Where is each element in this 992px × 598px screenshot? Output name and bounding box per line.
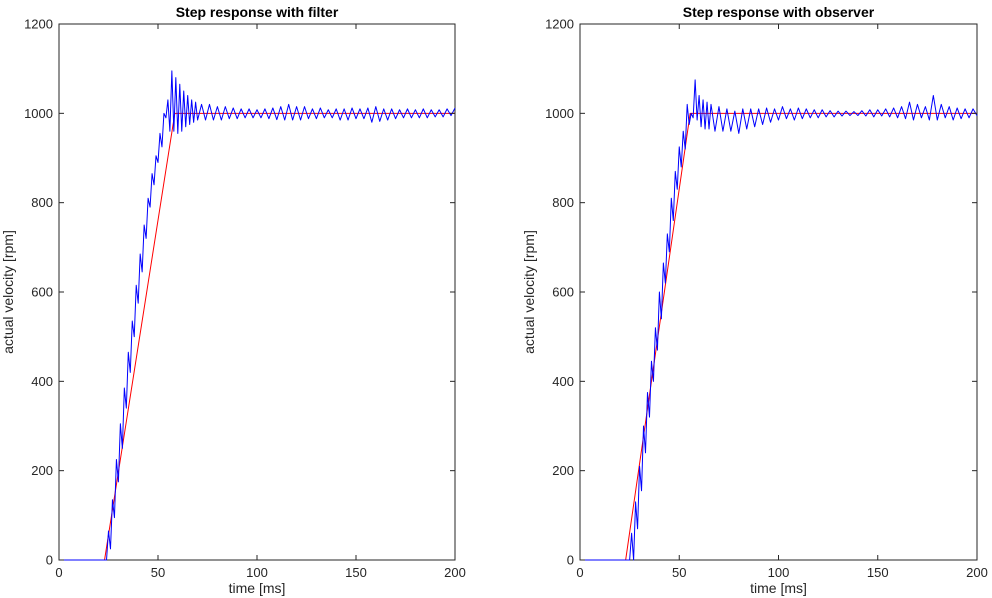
y-tick-label: 600 (552, 285, 574, 300)
y-tick-label: 0 (567, 553, 574, 568)
x-tick-label: 200 (444, 565, 466, 580)
x-tick-label: 50 (151, 565, 165, 580)
y-axis-label: actual velocity [rpm] (521, 230, 537, 354)
chart-panel-2: 0 50 100 150 200 0 200 400 600 800 1000 1200 Step re… (521, 4, 988, 596)
y-tick-label: 1200 (24, 17, 53, 32)
y-tick-label: 400 (31, 374, 53, 389)
x-tick-label: 0 (55, 565, 62, 580)
y-tick-label: 600 (31, 285, 53, 300)
x-tick-label: 100 (768, 565, 790, 580)
y-tick-label: 400 (552, 374, 574, 389)
y-axis-label: actual velocity [rpm] (0, 230, 16, 354)
y-tick-label: 0 (46, 553, 53, 568)
y-tick-label: 1000 (545, 106, 574, 121)
chart-panel-1: 0 50 100 150 200 0 200 400 600 800 1000 1200 Step re… (0, 4, 466, 596)
chart-title: Step response with observer (683, 4, 875, 20)
y-tick-label: 1000 (24, 106, 53, 121)
y-tick-label: 200 (552, 463, 574, 478)
x-axis-label: time [ms] (750, 580, 807, 596)
y-tick-label: 200 (31, 463, 53, 478)
x-tick-label: 200 (966, 565, 988, 580)
response-line (59, 70, 456, 561)
x-tick-label: 100 (246, 565, 268, 580)
y-tick-label: 800 (31, 195, 53, 210)
chart-title: Step response with filter (176, 4, 339, 20)
response-line (580, 79, 978, 561)
x-tick-label: 0 (576, 565, 583, 580)
x-tick-label: 150 (345, 565, 367, 580)
y-tick-label: 1200 (545, 17, 574, 32)
x-tick-label: 50 (672, 565, 686, 580)
y-tick-label: 800 (552, 195, 574, 210)
x-axis-label: time [ms] (229, 580, 286, 596)
x-tick-label: 150 (867, 565, 889, 580)
